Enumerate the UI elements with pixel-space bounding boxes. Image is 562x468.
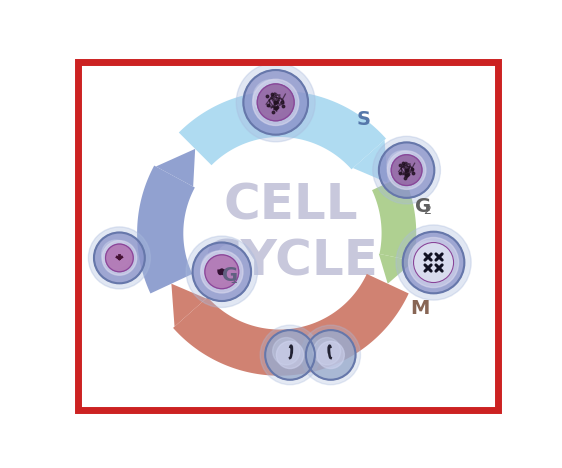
Circle shape (387, 151, 426, 190)
Circle shape (414, 242, 454, 283)
Circle shape (273, 337, 300, 365)
Circle shape (186, 236, 257, 307)
Text: G: G (415, 197, 431, 216)
Text: G: G (222, 266, 238, 285)
Circle shape (317, 341, 345, 369)
Circle shape (94, 233, 145, 283)
Circle shape (277, 341, 303, 369)
Polygon shape (372, 176, 416, 261)
Circle shape (265, 330, 315, 380)
Polygon shape (353, 140, 388, 183)
Circle shape (88, 227, 151, 289)
Circle shape (260, 325, 320, 385)
Polygon shape (179, 91, 386, 169)
Circle shape (193, 242, 251, 301)
Circle shape (102, 241, 137, 275)
Polygon shape (171, 284, 206, 327)
Text: 2: 2 (423, 204, 431, 217)
Text: CELL
CYCLE: CELL CYCLE (204, 182, 378, 285)
Circle shape (396, 225, 471, 300)
Circle shape (253, 80, 289, 115)
Circle shape (243, 70, 308, 135)
Polygon shape (173, 274, 409, 376)
Circle shape (252, 79, 299, 125)
Circle shape (387, 151, 418, 181)
Polygon shape (156, 149, 195, 187)
Circle shape (403, 232, 464, 293)
Circle shape (236, 63, 315, 142)
Circle shape (102, 240, 130, 268)
Text: 1: 1 (230, 273, 238, 286)
Circle shape (412, 241, 446, 275)
Text: S: S (356, 110, 370, 129)
Circle shape (106, 244, 133, 272)
Circle shape (201, 250, 243, 293)
Circle shape (201, 251, 233, 284)
Circle shape (391, 155, 422, 185)
Polygon shape (137, 166, 195, 293)
Circle shape (379, 142, 434, 198)
Circle shape (306, 330, 356, 380)
Circle shape (373, 136, 441, 204)
Polygon shape (379, 254, 414, 284)
Text: M: M (410, 299, 430, 318)
Circle shape (314, 337, 341, 365)
Circle shape (409, 237, 459, 287)
Circle shape (257, 84, 294, 121)
Circle shape (301, 325, 360, 385)
Circle shape (205, 255, 239, 289)
